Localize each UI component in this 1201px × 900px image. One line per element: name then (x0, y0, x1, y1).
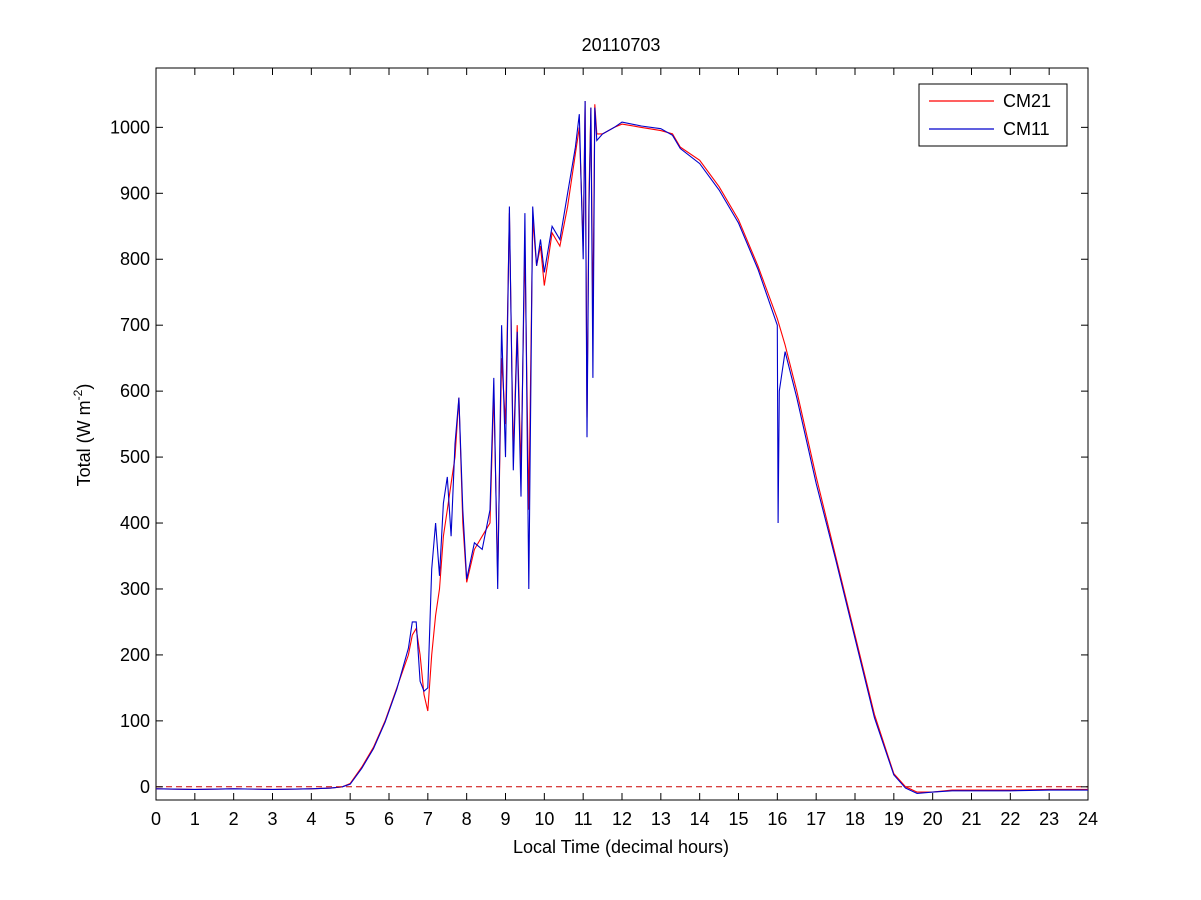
plot-border (155, 67, 1089, 801)
x-tick-label: 4 (306, 809, 316, 829)
plot-area (155, 67, 1089, 801)
x-tick-label: 9 (500, 809, 510, 829)
x-tick-label: 11 (574, 809, 593, 829)
y-axis: 0 100 200 300 400 500 600 700 800 900 1000 (110, 117, 1088, 797)
x-tick-label: 3 (267, 809, 277, 829)
x-tick-label: 13 (651, 809, 671, 829)
y-tick-label: 800 (120, 249, 150, 269)
y-axis-label-prefix: Total (W m (74, 400, 94, 486)
x-tick-label: 7 (423, 809, 433, 829)
legend-box (918, 83, 1068, 147)
x-tick-label: 15 (728, 809, 748, 829)
x-tick-label: 2 (229, 809, 239, 829)
x-tick-label: 19 (884, 809, 904, 829)
y-tick-label: 400 (120, 513, 150, 533)
legend-label-cm21: CM21 (1003, 91, 1051, 111)
x-tick-label: 23 (1039, 809, 1059, 829)
y-tick-label: 0 (140, 777, 150, 797)
legend: CM21 CM11 (918, 83, 1068, 147)
x-tick-label: 0 (151, 809, 161, 829)
x-tick-label: 5 (345, 809, 355, 829)
y-tick-label: 1000 (110, 117, 150, 137)
y-tick-label: 700 (120, 315, 150, 335)
x-tick-label: 20 (923, 809, 943, 829)
y-tick-label: 100 (120, 711, 150, 731)
y-tick-label: 200 (120, 645, 150, 665)
y-axis-label-superscript: -2 (71, 389, 85, 400)
y-axis-label: Total (W m-2) (71, 384, 94, 487)
series-line-cm11 (155, 100, 1088, 794)
y-tick-label: 500 (120, 447, 150, 467)
x-axis: 0 1 2 3 4 5 6 7 8 9 10 11 12 13 14 15 16 17 18 19 20 21 22 23 24 (151, 68, 1098, 829)
x-tick-label: 22 (1000, 809, 1020, 829)
y-tick-label: 600 (120, 381, 150, 401)
x-tick-label: 8 (462, 809, 472, 829)
legend-label-cm11: CM11 (1003, 119, 1050, 139)
y-tick-label: 900 (120, 183, 150, 203)
x-tick-label: 14 (690, 809, 710, 829)
x-axis-label: Local Time (decimal hours) (513, 837, 729, 857)
x-tick-label: 10 (534, 809, 554, 829)
x-tick-label: 18 (845, 809, 865, 829)
x-tick-label: 6 (384, 809, 394, 829)
x-tick-label: 21 (961, 809, 981, 829)
y-tick-label: 300 (120, 579, 150, 599)
x-tick-label: 12 (612, 809, 632, 829)
x-tick-label: 24 (1078, 809, 1098, 829)
series-layer (155, 100, 1088, 794)
y-axis-label-suffix: ) (74, 384, 94, 390)
chart-title: 20110703 (582, 35, 661, 55)
x-tick-label: 17 (806, 809, 826, 829)
x-tick-label: 1 (190, 809, 200, 829)
x-tick-label: 16 (767, 809, 787, 829)
